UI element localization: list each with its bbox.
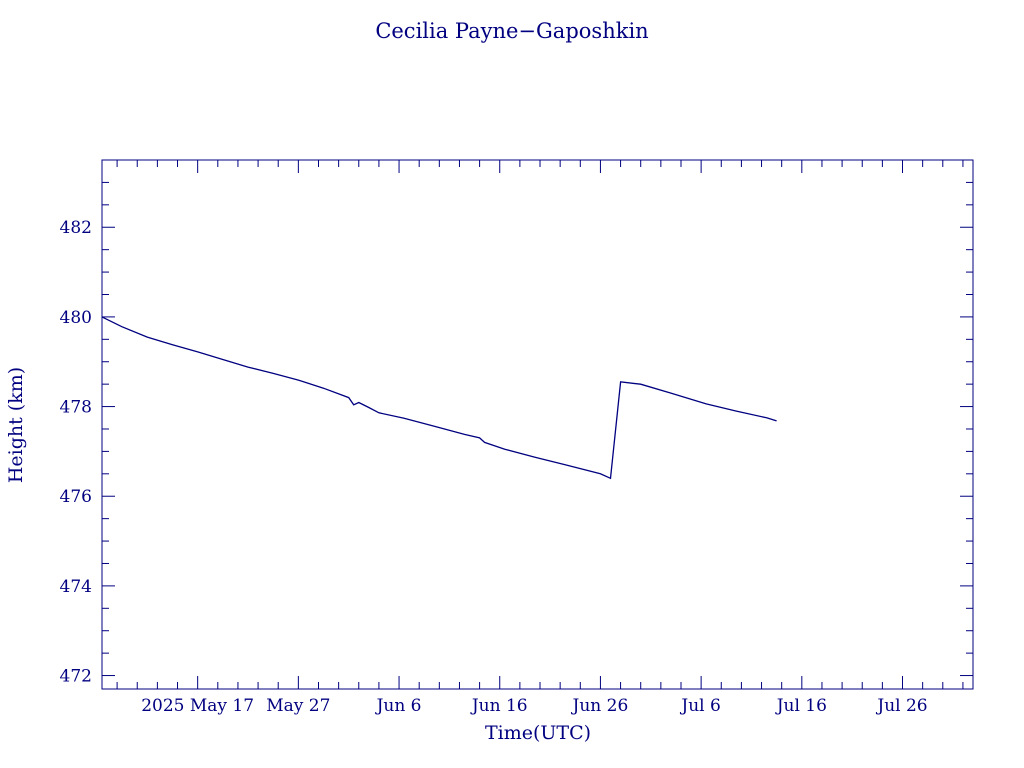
y-tick-label: 482 [60, 218, 92, 238]
x-tick-label: Jun 16 [470, 696, 528, 716]
y-tick-label: 474 [60, 577, 92, 597]
tick-marks [102, 159, 973, 689]
x-tick-label: Jul 16 [775, 696, 827, 716]
y-tick-label: 478 [60, 398, 92, 418]
x-tick-label: 2025 May 17 [141, 696, 254, 716]
y-axis-label: Height (km) [5, 367, 27, 483]
y-tick-label: 472 [60, 667, 92, 687]
height-series-line [101, 316, 777, 480]
chart-title: Cecilia Payne−Gaposhkin [375, 19, 648, 43]
x-tick-label: Jul 6 [679, 696, 720, 716]
x-tick-label: Jul 26 [875, 696, 927, 716]
x-tick-labels: 2025 May 17 May 27 Jun 6 Jun 16 Jun 26 Jul 6 J… [141, 696, 927, 716]
plot-frame [101, 159, 974, 690]
x-axis-label: Time(UTC) [485, 722, 591, 744]
y-tick-labels: 472 474 476 478 480 482 [60, 218, 92, 686]
x-tick-label: Jun 6 [375, 696, 422, 716]
x-tick-label: May 27 [266, 696, 330, 716]
y-tick-label: 480 [60, 308, 92, 328]
y-tick-label: 476 [60, 487, 92, 507]
x-tick-label: Jun 26 [571, 696, 629, 716]
